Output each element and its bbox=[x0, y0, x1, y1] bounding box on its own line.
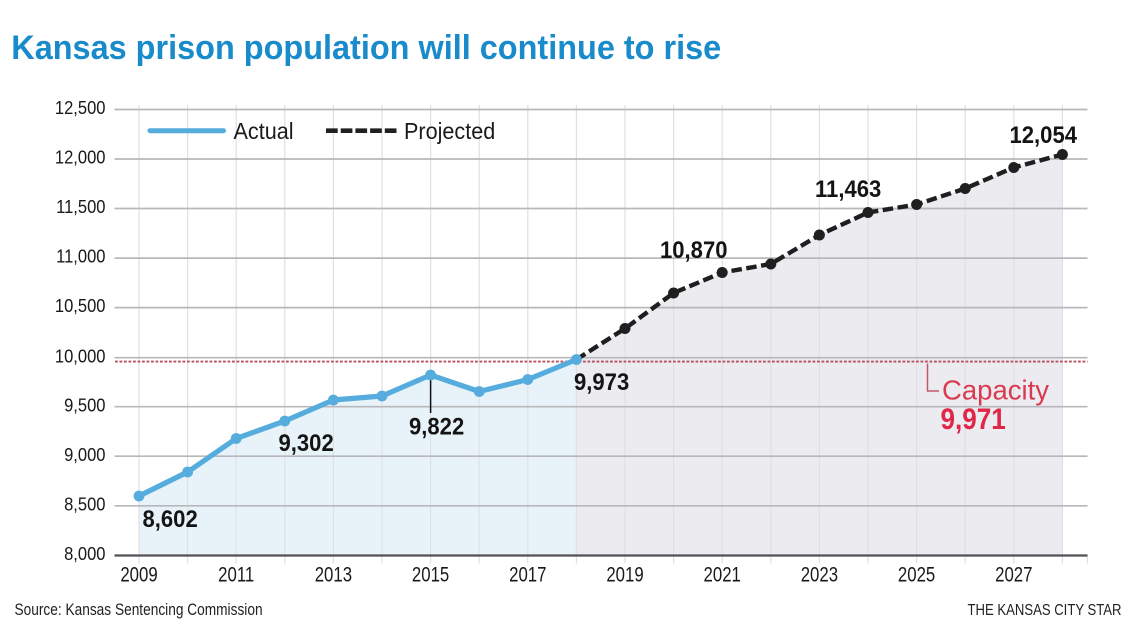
svg-text:9,822: 9,822 bbox=[409, 413, 464, 440]
svg-text:9,971: 9,971 bbox=[941, 402, 1006, 435]
svg-text:2027: 2027 bbox=[995, 564, 1032, 587]
svg-text:Capacity: Capacity bbox=[942, 375, 1049, 406]
svg-text:Source: Kansas Sentencing Comm: Source: Kansas Sentencing Commission bbox=[15, 601, 263, 619]
svg-text:8,000: 8,000 bbox=[64, 543, 106, 564]
svg-text:2017: 2017 bbox=[509, 564, 546, 587]
svg-text:11,500: 11,500 bbox=[56, 196, 106, 217]
svg-text:11,463: 11,463 bbox=[815, 175, 881, 202]
svg-text:10,000: 10,000 bbox=[55, 345, 106, 366]
svg-text:2021: 2021 bbox=[704, 564, 741, 587]
svg-text:11,000: 11,000 bbox=[56, 246, 106, 267]
svg-text:12,000: 12,000 bbox=[55, 147, 106, 168]
svg-text:THE KANSAS CITY STAR: THE KANSAS CITY STAR bbox=[967, 602, 1121, 619]
svg-text:2015: 2015 bbox=[412, 564, 449, 587]
svg-text:Kansas prison population will: Kansas prison population will continue t… bbox=[11, 29, 721, 67]
svg-text:Projected: Projected bbox=[404, 118, 495, 144]
svg-text:9,500: 9,500 bbox=[64, 394, 106, 415]
svg-text:2023: 2023 bbox=[801, 564, 838, 587]
svg-text:10,500: 10,500 bbox=[55, 295, 106, 316]
svg-text:12,054: 12,054 bbox=[1010, 121, 1078, 148]
svg-text:2011: 2011 bbox=[218, 564, 254, 587]
svg-text:8,500: 8,500 bbox=[64, 493, 106, 514]
svg-text:9,973: 9,973 bbox=[574, 368, 629, 395]
svg-text:2019: 2019 bbox=[606, 564, 643, 587]
svg-text:10,870: 10,870 bbox=[660, 236, 728, 263]
svg-text:2013: 2013 bbox=[315, 564, 352, 587]
svg-text:2025: 2025 bbox=[898, 564, 935, 587]
svg-text:9,000: 9,000 bbox=[64, 444, 106, 465]
svg-text:Actual: Actual bbox=[234, 118, 294, 144]
svg-text:9,302: 9,302 bbox=[279, 429, 334, 456]
svg-text:2009: 2009 bbox=[120, 564, 157, 587]
svg-text:8,602: 8,602 bbox=[143, 505, 198, 532]
svg-text:12,500: 12,500 bbox=[55, 97, 106, 118]
